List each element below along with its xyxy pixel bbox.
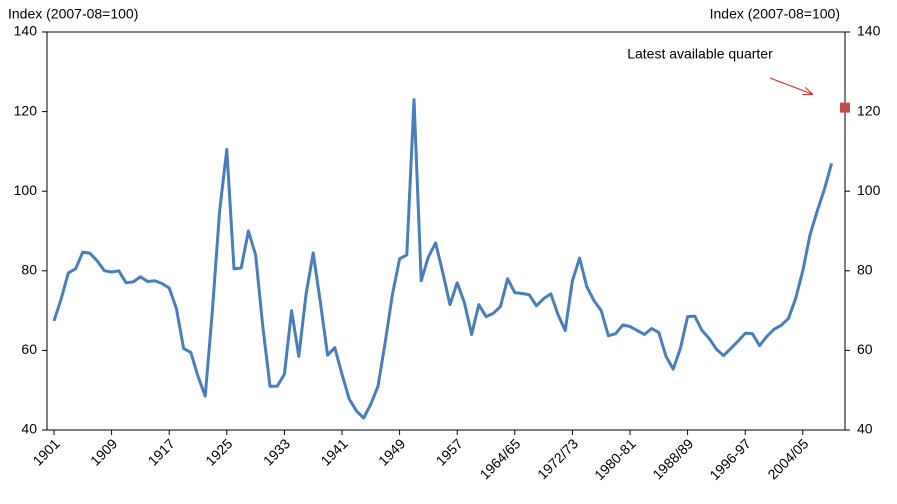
x-tick-label: 1957	[433, 435, 466, 468]
x-tick-label: 1964/65	[476, 435, 523, 482]
y2-tick-label: 80	[857, 262, 873, 278]
latest-marker	[840, 102, 850, 113]
y-axis-title: Index (2007-08=100)	[8, 6, 138, 22]
x-tick-label: 1972/73	[534, 435, 581, 482]
y2-tick-label: 40	[857, 421, 873, 437]
x-tick-label: 1901	[29, 435, 62, 468]
x-tick-label: 1933	[260, 435, 293, 468]
x-tick-label: 1996-97	[706, 435, 754, 483]
x-tick-label: 1925	[202, 435, 235, 468]
y2-tick-label: 140	[857, 23, 881, 39]
plot-frame	[46, 31, 846, 431]
y2-tick-label: 100	[857, 182, 881, 198]
y2-axis-title: Index (2007-08=100)	[710, 6, 840, 22]
y-tick-label: 60	[21, 341, 37, 357]
x-tick-label: 1909	[87, 435, 120, 468]
y2-tick-label: 120	[857, 102, 881, 118]
y-tick-label: 80	[21, 262, 37, 278]
x-tick-label: 1941	[317, 435, 350, 468]
x-tick-label: 1949	[375, 435, 408, 468]
line-series	[52, 98, 834, 420]
y-tick-label: 100	[14, 182, 38, 198]
y-tick-label: 40	[21, 421, 37, 437]
x-tick-label: 1988/89	[649, 435, 696, 482]
annotation-arrow	[769, 77, 812, 94]
annotation: Latest available quarter	[627, 46, 773, 62]
y2-tick-label: 60	[857, 341, 873, 357]
x-tick-label: 1980-81	[591, 435, 639, 483]
x-tick-label: 2004/05	[764, 435, 811, 482]
y-tick-label: 120	[14, 102, 38, 118]
y-tick-label: 140	[14, 23, 38, 39]
x-tick-label: 1917	[145, 435, 178, 468]
